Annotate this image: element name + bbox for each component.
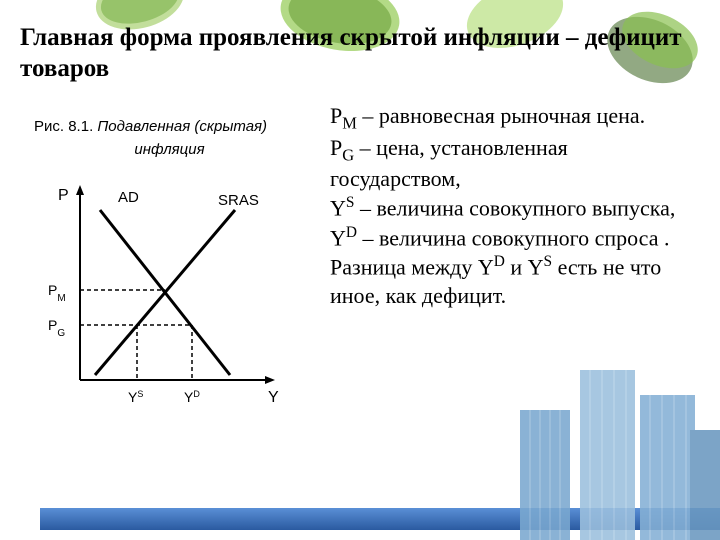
caption-text-1: Подавленная (скрытая) bbox=[97, 118, 267, 135]
difference-text-1: Разница между Y bbox=[330, 254, 494, 279]
ys-symbol: Y bbox=[330, 195, 346, 220]
pg-tick: PG bbox=[48, 317, 65, 339]
yd-tick: YD bbox=[184, 389, 200, 405]
yd-symbol: Y bbox=[330, 225, 346, 250]
diff-d-sup: D bbox=[494, 253, 505, 270]
pm-symbol: P bbox=[330, 103, 342, 128]
y-axis-label: P bbox=[58, 187, 69, 204]
yd-definition: – величина совокупного спроса . bbox=[357, 225, 669, 250]
definitions-block: PM – равновесная рыночная цена. PG – цен… bbox=[330, 102, 700, 310]
yd-superscript: D bbox=[346, 224, 357, 241]
figure-caption: Рис. 8.1. Подавленная (скрытая) инфляция bbox=[34, 118, 305, 158]
difference-text-2: и Y bbox=[505, 254, 544, 279]
caption-prefix: Рис. 8.1. bbox=[34, 118, 97, 135]
diff-s-sup: S bbox=[544, 253, 553, 270]
ad-curve-label: AD bbox=[118, 189, 139, 206]
pm-definition: – равновесная рыночная цена. bbox=[357, 103, 645, 128]
x-axis-label: Y bbox=[268, 389, 279, 406]
pg-symbol: P bbox=[330, 135, 342, 160]
pg-definition: – цена, установленная государством, bbox=[330, 135, 568, 192]
pm-subscript: M bbox=[342, 113, 357, 132]
page-title: Главная форма проявления скрытой инфляци… bbox=[20, 22, 700, 85]
buildings-decoration bbox=[490, 340, 720, 540]
pm-tick: PM bbox=[48, 282, 66, 304]
figure-container: Рис. 8.1. Подавленная (скрытая) инфляция… bbox=[20, 100, 315, 440]
sras-curve-label: SRAS bbox=[218, 192, 259, 209]
pg-subscript: G bbox=[342, 145, 354, 164]
caption-text-2: инфляция bbox=[34, 141, 305, 158]
economics-chart: P Y AD SRAS PM PG YS YD bbox=[40, 180, 290, 430]
ys-definition: – величина совокупного выпуска, bbox=[354, 195, 675, 220]
ys-tick: YS bbox=[128, 389, 143, 405]
